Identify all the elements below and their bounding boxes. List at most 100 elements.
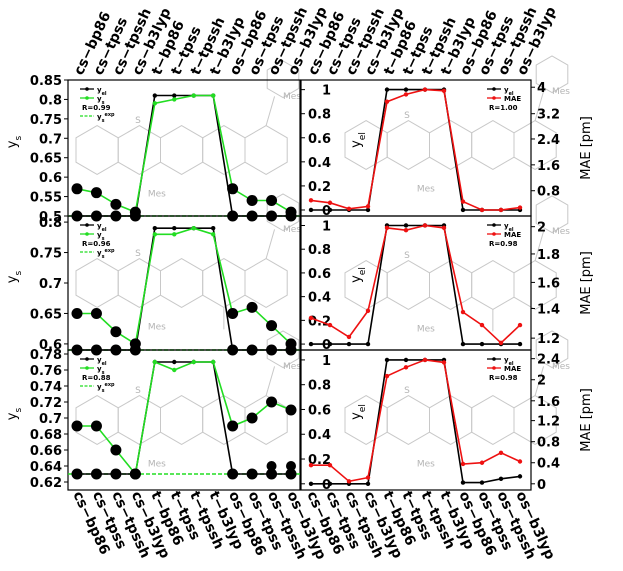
highlight-point <box>110 326 122 338</box>
y-tick-label: 0.8 <box>39 216 62 231</box>
series-yel <box>308 357 523 487</box>
molecule-ring <box>535 55 569 94</box>
series-point <box>384 99 390 104</box>
series-point <box>327 463 333 468</box>
y2-tick-label: 2.4 <box>537 353 560 368</box>
highlight-point <box>266 468 278 480</box>
y2-tick-label: 1.8 <box>537 248 560 263</box>
series-point <box>403 357 409 363</box>
series-point <box>172 359 177 365</box>
highlight-point <box>285 468 297 480</box>
molecule-s-label: S <box>135 386 141 396</box>
legend-label: ys <box>97 365 105 376</box>
legend-entry: R=0.98 <box>489 240 518 248</box>
molecule-ring <box>471 395 515 445</box>
molecule-ring <box>535 330 569 369</box>
legend-entry: ysexp <box>80 112 115 124</box>
series-point <box>191 93 196 98</box>
molecule-mes-label: Mes <box>417 459 435 469</box>
series-point <box>422 223 428 228</box>
molecule-bond <box>265 229 276 259</box>
y-tick-label: 0.64 <box>30 460 62 475</box>
highlight-point <box>227 183 239 195</box>
legend-marker <box>85 96 89 100</box>
legend-r-value: R=0.88 <box>82 374 111 382</box>
panel-frame <box>67 349 301 491</box>
y-tick-label: 0.4 <box>308 291 331 306</box>
y-axis-label: yel <box>349 132 368 148</box>
series-point <box>172 97 177 102</box>
legend-marker <box>492 87 496 91</box>
highlight-point <box>285 404 297 416</box>
y-tick-label: 0.78 <box>30 348 62 363</box>
molecule-ring <box>471 260 515 310</box>
molecule-ring <box>386 395 430 445</box>
molecule-mes-label: Mes <box>283 225 301 235</box>
molecule-s-label: S <box>135 116 141 126</box>
series-point <box>365 204 371 209</box>
legend-entry: ys <box>80 365 105 376</box>
molecule-ring <box>117 258 161 308</box>
series-point <box>479 460 485 465</box>
panel-frame <box>300 79 532 217</box>
series-line <box>310 224 521 344</box>
series-point <box>384 373 390 379</box>
y-tick-label: 0.65 <box>30 152 62 167</box>
y-tick-label: 0.74 <box>30 380 62 395</box>
series-point <box>346 341 352 347</box>
series-point <box>498 450 504 456</box>
legend-marker <box>85 357 89 361</box>
y-tick-label: 1 <box>322 84 331 99</box>
series-point <box>384 87 390 92</box>
series-point <box>308 315 314 321</box>
series-point <box>403 87 409 92</box>
y2-tick-label: 0 <box>537 478 546 493</box>
series-point <box>365 481 371 487</box>
highlight-point <box>246 301 258 313</box>
molecule-mes-label: Mes <box>283 92 301 102</box>
series-point <box>210 93 216 98</box>
legend-entry: MAE <box>487 231 521 239</box>
y-tick-label: 0.75 <box>30 113 62 128</box>
y-tick-label: 0 <box>322 204 331 219</box>
molecule-bond <box>265 96 276 126</box>
y-tick-label: 0.8 <box>39 93 62 108</box>
series-point <box>152 225 158 231</box>
highlight-point <box>110 198 122 210</box>
legend-label: ysexp <box>97 248 115 260</box>
series-point <box>346 334 352 340</box>
y-tick-label: 1 <box>322 219 331 234</box>
legend-entry: yel <box>487 222 514 233</box>
y2-tick-label: 1.2 <box>537 415 560 430</box>
molecule-ring <box>160 258 204 308</box>
legend-label: MAE <box>504 365 521 373</box>
series-point <box>479 480 485 485</box>
legend-marker <box>492 223 496 227</box>
series-point <box>172 367 177 373</box>
legend-entry: yel <box>487 86 514 97</box>
molecule-mes-label: Mes <box>148 189 166 199</box>
highlight-point <box>246 194 258 206</box>
legend-entry: yel <box>80 222 107 233</box>
series-point <box>191 225 196 231</box>
legend-entry: R=0.96 <box>82 240 111 248</box>
y2-tick-label: 2 <box>537 221 546 236</box>
y2-tick-label: 0.8 <box>537 185 560 200</box>
series-point <box>460 480 466 485</box>
series-point <box>152 359 158 365</box>
y-axis-label: ys <box>5 136 24 149</box>
y2-tick-label: 0.8 <box>537 436 560 451</box>
legend-entry: R=0.98 <box>489 374 518 382</box>
series-point <box>460 207 466 213</box>
series-point <box>441 88 447 94</box>
highlight-point <box>90 307 102 319</box>
series-line <box>311 224 520 345</box>
series-point <box>327 322 333 328</box>
series-point <box>210 232 216 237</box>
y-tick-label: 0.6 <box>308 132 331 147</box>
molecule-s-label: S <box>404 251 410 261</box>
y-tick-label: 0.5 <box>39 210 62 225</box>
series-point <box>365 341 371 347</box>
series-point <box>403 228 409 233</box>
